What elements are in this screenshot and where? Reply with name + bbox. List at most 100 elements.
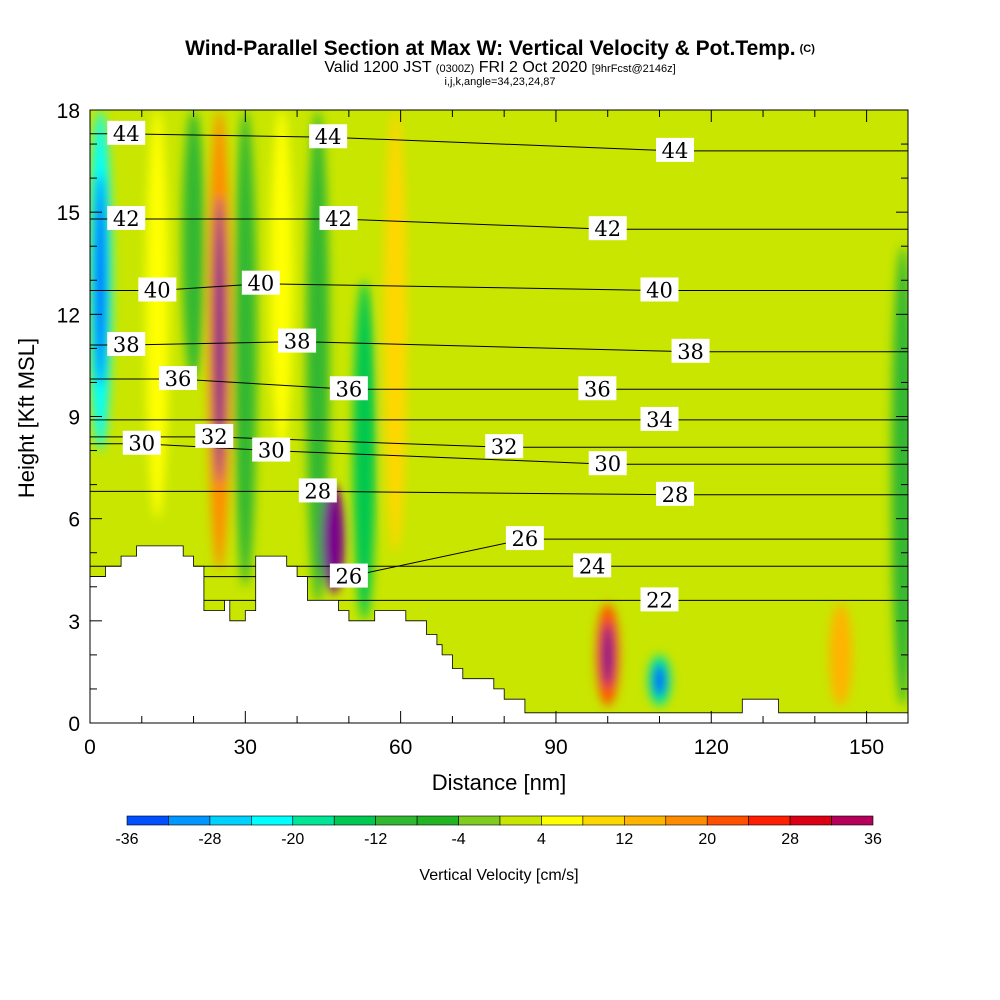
colorbar-segment-11 [582,815,625,826]
contour-label-22: 28 [662,483,689,507]
velocity-cell-13 [891,246,908,706]
colorbar-segment-5 [333,815,376,826]
valid-time-line: Valid 1200 JST (0300Z) FRI 2 Oct 2020 [9… [0,60,1000,77]
contour-label-11: 38 [677,340,704,364]
valid-prefix: Valid 1200 JST [324,59,432,76]
colorbar-segment-2 [209,815,252,826]
colorbar-segment-6 [375,815,418,826]
y-tick-label: 15 [57,202,80,225]
velocity-cell-5 [270,110,293,451]
x-tick-label: 30 [234,736,257,759]
colorbar-segment-3 [251,815,294,826]
x-tick-label: 90 [544,736,567,759]
contour-label-25: 24 [579,554,606,578]
contour-label-box-26 [640,587,679,612]
colorbar-segment-7 [416,815,459,826]
contour-label-box-4 [319,205,358,230]
contour-label-15: 34 [646,408,673,432]
velocity-core-0 [94,173,107,387]
y-tick-label: 12 [57,304,80,327]
contour-label-box-3 [107,205,146,230]
contour-label-box-17 [485,434,524,459]
contour-label-box-0 [107,120,146,145]
velocity-core-7 [327,505,340,574]
colorbar-segment-17 [831,815,874,826]
contour-label-6: 40 [144,278,171,302]
contour-label-box-15 [640,406,679,431]
contour-label-box-2 [656,137,695,162]
colorbar-tick-label: -12 [364,831,387,848]
velocity-core-10 [602,622,614,687]
velocity-cell-9 [384,110,407,553]
contour-label-box-10 [278,328,317,353]
contour-label-box-14 [578,376,617,401]
contour-labels: 44 44 44 42 42 42 40 40 40 38 38 38 36 36 36 34 32 32 30 30… [107,120,710,612]
colorbar-tick-label: 20 [698,831,716,848]
contour-label-20: 30 [594,452,621,476]
copyright-mark: (C) [799,43,815,55]
contour-label-9: 38 [113,333,140,357]
colorbar-tick-label: 28 [781,831,799,848]
colorbar-segment-16 [789,815,832,826]
contour-label-box-11 [671,338,710,363]
colorbar-segment-14 [706,815,749,826]
plot-area: 44 44 44 42 42 42 40 40 40 38 38 38 36 36 36 34 32 32 30 30… [90,110,908,723]
colorbar-tick-label: 36 [864,831,882,848]
velocity-core-3 [213,196,226,484]
colorbar-tick-label: -4 [451,831,465,848]
isentrope-28 [90,490,908,496]
colorbar-segment-8 [458,815,501,826]
x-tick-label: 120 [694,736,729,759]
contour-label-3: 42 [113,207,140,231]
colorbar-tick-label: -36 [115,831,138,848]
colorbar-segment-15 [748,815,791,826]
chart-header: Wind-Parallel Section at Max W: Vertical… [0,38,1000,88]
y-axis-label: Height [Kft MSL] [14,338,39,498]
contour-label-12: 36 [165,367,192,391]
x-tick-label: 0 [84,736,96,759]
colorbar-segment-4 [292,815,335,826]
y-tick-label: 9 [68,407,80,430]
contour-label-26: 22 [646,588,673,612]
contour-label-box-1 [309,124,348,149]
contour-label-box-25 [573,553,612,578]
colorbar-tick-label: 4 [537,831,546,848]
terrain-outline [90,545,908,714]
contour-label-21: 28 [304,479,331,503]
contour-label-10: 38 [284,330,311,354]
contour-label-box-24 [329,563,368,588]
contour-label-box-23 [505,526,544,551]
contour-label-box-16 [195,423,234,448]
colorbar-segment-1 [168,815,211,826]
colorbar-tick-label: -20 [281,831,304,848]
x-axis: 0 30 60 90 120 150 [84,110,884,759]
contour-label-box-22 [656,481,695,506]
contour-label-box-13 [329,376,368,401]
contour-label-14: 36 [584,377,611,401]
contour-label-13: 36 [335,377,362,401]
contour-label-box-5 [588,216,627,241]
contour-label-box-7 [241,270,280,295]
contour-label-box-21 [298,478,337,503]
velocity-cell-4 [233,110,257,587]
valid-date: FRI 2 Oct 2020 [478,59,588,76]
velocity-cell-1 [145,110,169,519]
colorbar-tick-label: 12 [615,831,633,848]
contour-label-2: 44 [662,139,689,163]
y-tick-label: 6 [68,509,80,532]
colorbar-segment-10 [541,815,584,826]
isentrope-26 [90,538,908,578]
velocity-cell-8 [353,280,376,621]
valid-utc: (0300Z) [435,63,475,75]
contour-label-box-19 [252,437,291,462]
contour-label-16: 32 [201,425,228,449]
x-axis-label: Distance [nm] [432,770,567,795]
velocity-core-11 [653,664,666,697]
vertical-velocity-field [90,110,908,706]
forecast-info: [9hrFcst@2146z] [591,63,676,75]
colorbar-segment-13 [665,815,708,826]
x-tick-label: 150 [849,736,884,759]
y-tick-label: 18 [57,100,80,123]
y-tick-label: 0 [68,713,80,736]
